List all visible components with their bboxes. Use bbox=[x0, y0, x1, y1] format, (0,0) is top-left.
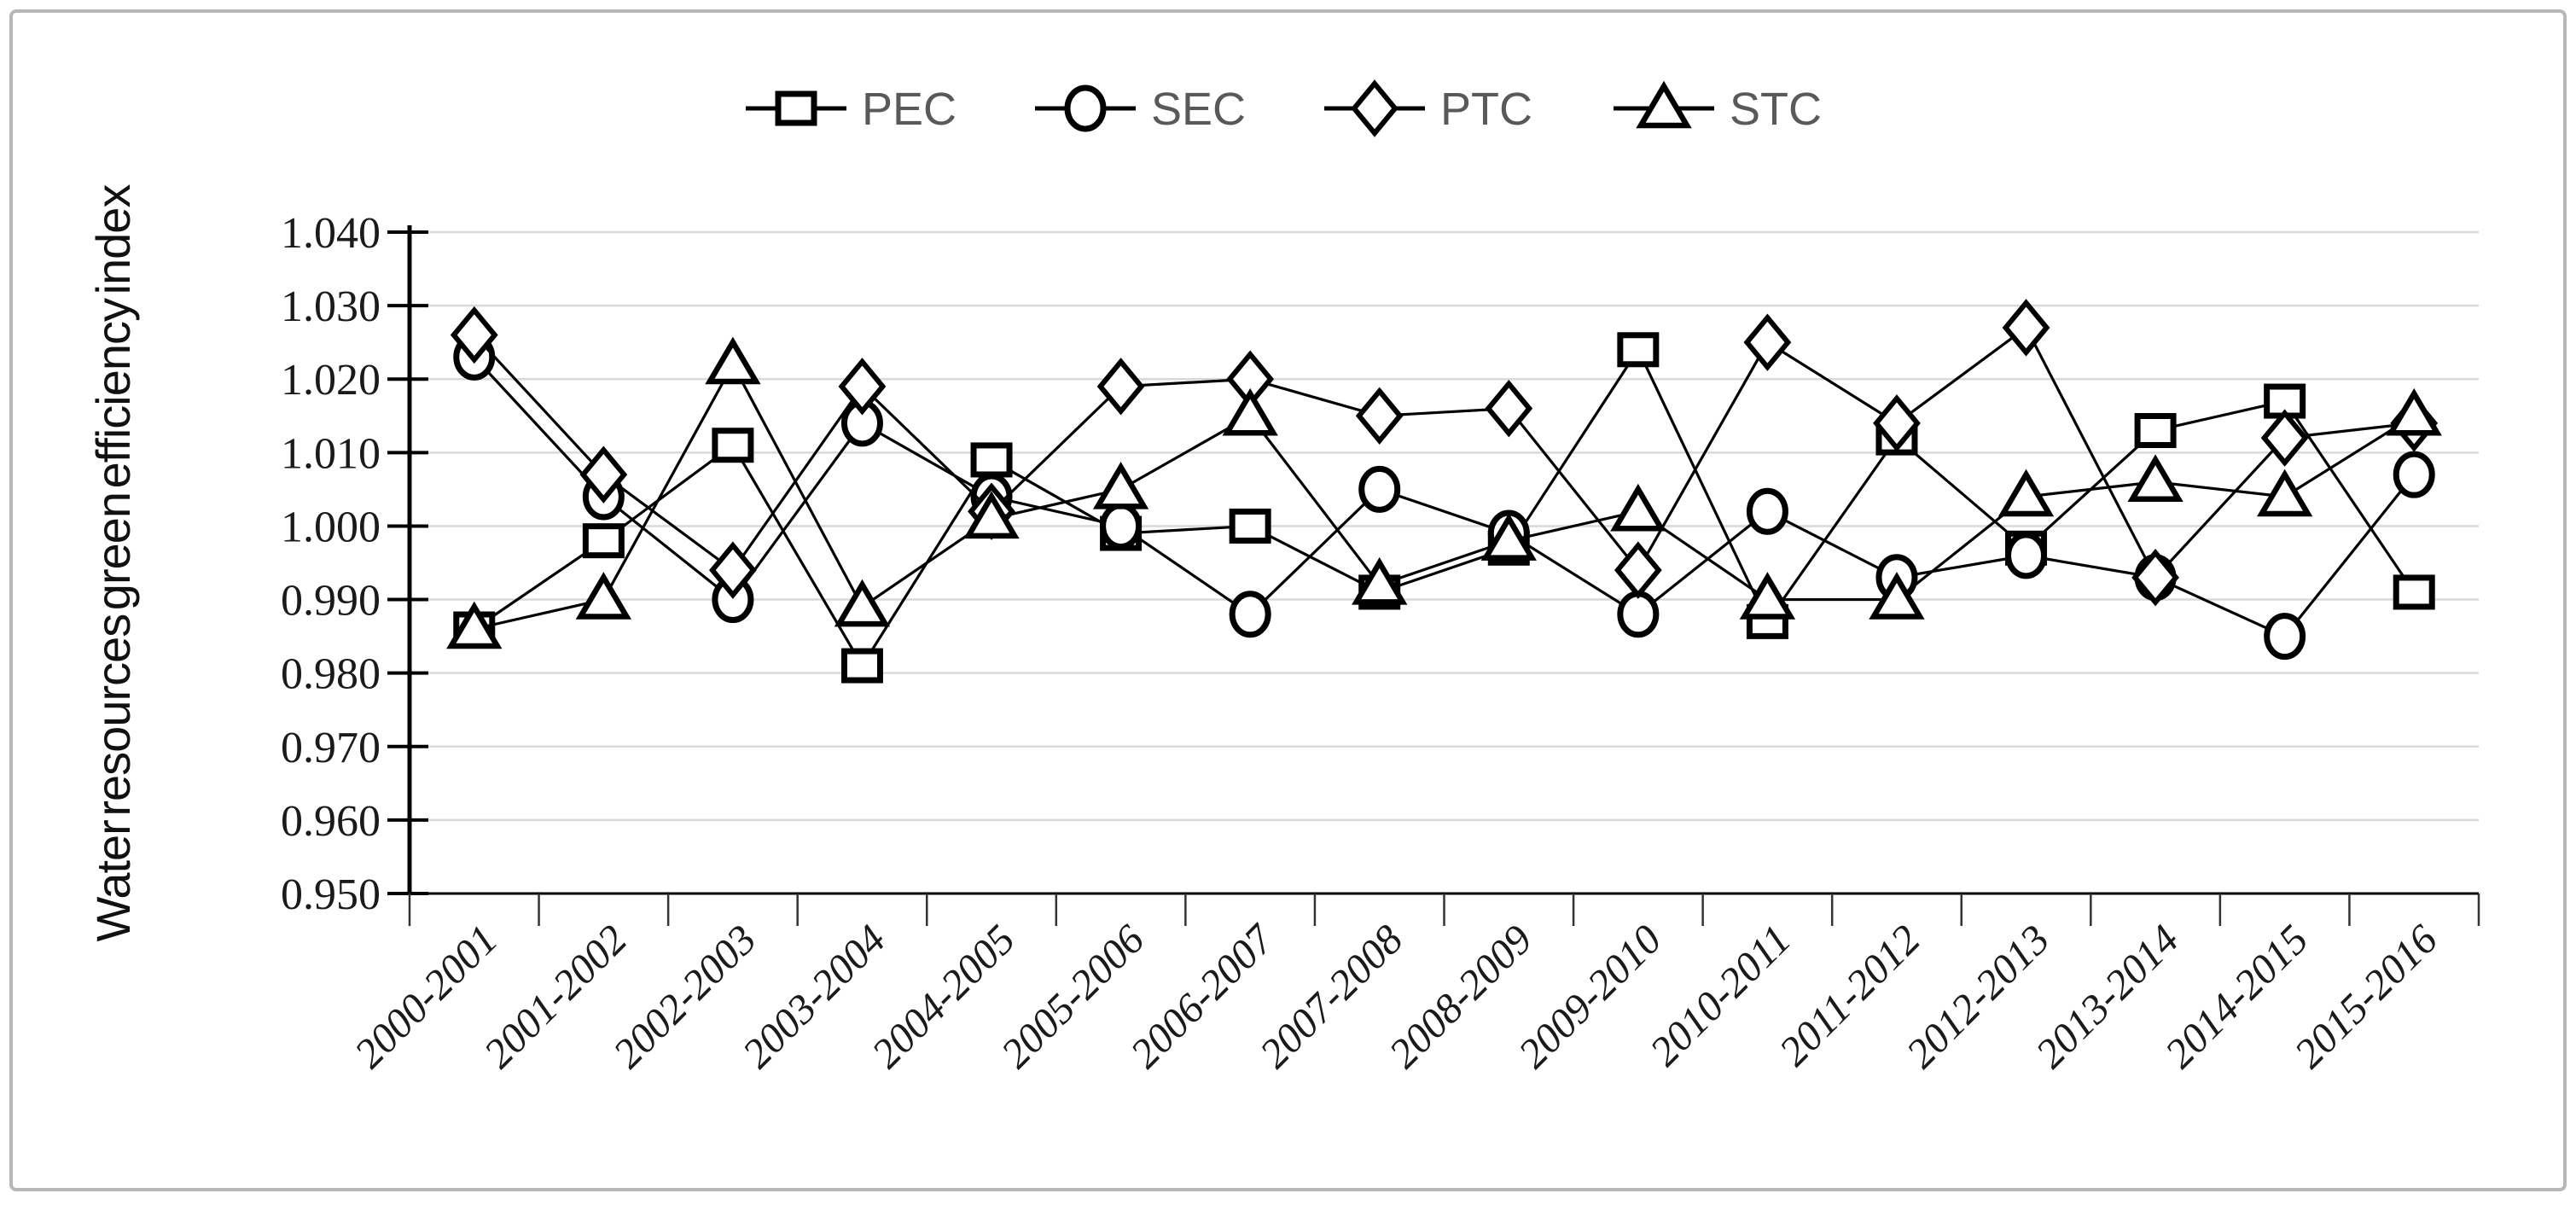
ptc-diamond-marker-icon bbox=[1096, 358, 1145, 416]
stc-triangle-marker-icon bbox=[2386, 387, 2442, 436]
y-tick-label: 1.030 bbox=[281, 282, 381, 331]
pec-square-marker-icon bbox=[1617, 332, 1660, 368]
ptc-diamond-marker-icon bbox=[1351, 79, 1398, 137]
ptc-diamond-marker-icon bbox=[2131, 549, 2179, 607]
ptc-diamond-marker-icon bbox=[450, 306, 498, 364]
ptc-diamond-marker-icon bbox=[1614, 541, 1662, 599]
y-tick-label: 1.010 bbox=[281, 429, 381, 478]
ptc-diamond-marker-icon bbox=[2260, 409, 2309, 467]
pec-square-marker-icon bbox=[712, 428, 754, 463]
legend-label-SEC: SEC bbox=[1151, 84, 1246, 135]
pec-square-marker-icon bbox=[840, 648, 883, 684]
stc-triangle-marker-icon bbox=[2127, 454, 2183, 503]
series-line-STC bbox=[474, 361, 2416, 631]
legend-label-STC: STC bbox=[1730, 84, 1822, 135]
y-tick-label: 1.000 bbox=[281, 503, 381, 551]
legend-item-PEC: PEC bbox=[746, 84, 957, 135]
sec-circle-marker-icon bbox=[2393, 451, 2435, 498]
y-tick-label: 0.960 bbox=[281, 797, 381, 846]
sec-circle-marker-icon bbox=[1617, 591, 1660, 638]
legend-label-PEC: PEC bbox=[862, 84, 957, 135]
sec-circle-marker-icon bbox=[2264, 613, 2306, 661]
stc-triangle-marker-icon bbox=[1997, 469, 2055, 517]
pec-square-marker-icon bbox=[775, 90, 817, 126]
stc-triangle-marker-icon bbox=[1352, 556, 1408, 605]
y-tick-label: 0.980 bbox=[281, 650, 381, 699]
y-tick-label: 1.040 bbox=[281, 209, 381, 258]
stc-triangle-marker-icon bbox=[2256, 469, 2313, 517]
series-line-PTC bbox=[473, 325, 2415, 580]
y-axis-tick-labels: 1.040 1.030 1.020 1.010 1.000 0.990 0.980 0.970… bbox=[281, 209, 381, 919]
legend: PEC SEC PTC STC bbox=[746, 79, 1822, 137]
sec-circle-marker-icon bbox=[1100, 502, 1143, 550]
stc-triangle-marker-icon bbox=[1480, 513, 1537, 561]
stc-triangle-marker-icon bbox=[705, 336, 761, 385]
legend-item-SEC: SEC bbox=[1035, 84, 1246, 135]
stc-triangle-marker-icon bbox=[1869, 572, 1925, 620]
legend-item-STC: STC bbox=[1614, 80, 1822, 135]
pec-square-marker-icon bbox=[2134, 413, 2177, 448]
stc-triangle-marker-icon bbox=[834, 579, 891, 627]
legend-item-PTC: PTC bbox=[1324, 79, 1532, 137]
y-tick-label: 0.950 bbox=[281, 870, 381, 919]
sec-circle-marker-icon bbox=[1358, 465, 1401, 513]
stc-triangle-marker-icon bbox=[1610, 483, 1666, 532]
ptc-diamond-marker-icon bbox=[1485, 379, 1533, 438]
y-tick-label: 0.990 bbox=[281, 577, 381, 626]
stc-triangle-marker-icon bbox=[1739, 572, 1796, 620]
stc-triangle-marker-icon bbox=[1092, 461, 1149, 509]
stc-triangle-marker-icon bbox=[963, 491, 1020, 539]
axes bbox=[387, 225, 2480, 926]
ptc-diamond-marker-icon bbox=[1743, 313, 1792, 371]
ptc-diamond-marker-icon bbox=[838, 358, 887, 416]
pec-square-marker-icon bbox=[2393, 574, 2435, 610]
ptc-diamond-marker-icon bbox=[2002, 299, 2050, 357]
stc-triangle-marker-icon bbox=[446, 601, 503, 649]
sec-circle-marker-icon bbox=[1064, 84, 1107, 132]
y-tick-label: 0.970 bbox=[281, 724, 381, 772]
ptc-diamond-marker-icon bbox=[1355, 387, 1404, 445]
pec-square-marker-icon bbox=[582, 523, 625, 559]
ptc-diamond-marker-icon bbox=[1873, 394, 1921, 452]
y-tick-label: 1.020 bbox=[281, 356, 381, 405]
sec-circle-marker-icon bbox=[2005, 532, 2048, 579]
stc-triangle-marker-icon bbox=[1222, 387, 1278, 436]
legend-label-PTC: PTC bbox=[1440, 84, 1532, 135]
ptc-diamond-marker-icon bbox=[579, 445, 628, 504]
pec-square-marker-icon bbox=[970, 442, 1013, 478]
pec-square-marker-icon bbox=[1229, 508, 1271, 544]
y-axis-title: Water resources green efficiency index bbox=[86, 184, 140, 942]
ptc-diamond-marker-icon bbox=[709, 541, 757, 599]
series-layer bbox=[446, 299, 2442, 684]
sec-circle-marker-icon bbox=[1746, 487, 1788, 535]
series-STC bbox=[446, 336, 2442, 649]
series-line-SEC bbox=[473, 356, 2416, 638]
stc-triangle-marker-icon bbox=[575, 572, 632, 620]
sec-circle-marker-icon bbox=[1229, 591, 1271, 638]
stc-triangle-marker-icon bbox=[1636, 80, 1692, 129]
